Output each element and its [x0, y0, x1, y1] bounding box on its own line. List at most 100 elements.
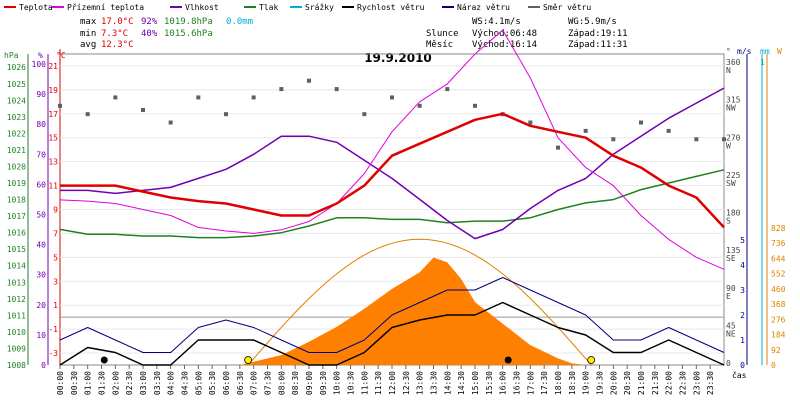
- hpa-tick-label: 1024: [7, 96, 26, 105]
- wind-dir-point: [417, 103, 422, 108]
- x-tick-label: 15:30: [485, 371, 494, 395]
- x-tick-label: 21:30: [651, 371, 660, 395]
- dir-tick-name: E: [726, 292, 731, 301]
- dir-tick-label: 45: [726, 321, 736, 330]
- x-tick-label: 04:30: [181, 371, 190, 395]
- hpa-tick-label: 1017: [7, 212, 26, 221]
- x-tick-label: 00:00: [56, 371, 65, 395]
- x-tick-label: 22:30: [679, 371, 688, 395]
- dir-tick-label: 180: [726, 209, 741, 218]
- temp-unit: °C: [56, 51, 66, 60]
- x-tick-label: 16:30: [513, 371, 522, 395]
- ms-tick-label: 5: [740, 236, 745, 245]
- x-tick-label: 09:00: [305, 371, 314, 395]
- hpa-tick-label: 1016: [7, 229, 26, 238]
- hum-tick-label: 30: [36, 271, 46, 280]
- wind-dir-point: [58, 103, 62, 108]
- w-tick-label: 552: [771, 270, 786, 279]
- x-tick-label: 08:30: [291, 371, 300, 395]
- wind-dir-point: [196, 95, 201, 100]
- x-tick-label: 02:30: [125, 371, 134, 395]
- stats-max-label: max: [80, 17, 97, 27]
- legend-label: Tlak: [259, 3, 278, 12]
- temp-tick-label: 3: [53, 277, 58, 286]
- hum-tick-label: 70: [36, 150, 46, 159]
- hum-tick-label: 90: [36, 90, 46, 99]
- hpa-tick-label: 1023: [7, 113, 26, 122]
- x-tick-label: 16:00: [499, 371, 508, 395]
- info-wg: WG:5.9m/s: [568, 17, 617, 27]
- dir-tick-label: 270: [726, 133, 741, 142]
- ms-tick-label: 4: [740, 261, 745, 270]
- wind-dir-point: [583, 128, 588, 133]
- series-pressure: [59, 169, 725, 239]
- x-tick-label: 13:00: [416, 371, 425, 395]
- x-tick-label: 14:30: [457, 371, 466, 395]
- x-tick-label: 12:00: [388, 371, 397, 395]
- w-tick-label: 92: [771, 346, 781, 355]
- legend-label: Náraz větru: [457, 3, 510, 12]
- x-tick-label: 23:00: [692, 371, 701, 395]
- wind-dir-point: [224, 112, 228, 117]
- x-tick-label: 08:00: [277, 371, 286, 395]
- sunset-marker: [587, 356, 596, 364]
- hpa-unit: hPa: [4, 51, 19, 60]
- hpa-tick-label: 1026: [7, 63, 26, 72]
- wind-dir-point: [251, 95, 256, 100]
- hum-tick-label: 60: [36, 180, 46, 189]
- w-tick-label: 184: [771, 331, 786, 340]
- hum-tick-label: 0: [41, 361, 46, 370]
- legend-label: Přízemní teplota: [67, 3, 144, 12]
- dir-tick-name: NW: [726, 104, 736, 113]
- legend-label: Teplota: [19, 3, 53, 12]
- wind-dir-point: [141, 107, 145, 112]
- hpa-tick-label: 1010: [7, 328, 26, 337]
- dir-tick-label: 0: [726, 359, 731, 368]
- info-moon-set: Západ:11:31: [568, 40, 628, 50]
- info-sun: Slunce: [426, 29, 459, 39]
- x-tick-label: 13:30: [430, 371, 439, 395]
- series-ground-temp: [59, 29, 725, 270]
- hum-tick-label: 10: [36, 331, 46, 340]
- temp-tick-label: 15: [48, 134, 58, 143]
- x-tick-label: 20:00: [609, 371, 618, 395]
- x-tick-label: 19:00: [582, 371, 591, 395]
- hum-tick-label: 100: [32, 60, 47, 69]
- x-tick-label: 12:30: [402, 371, 411, 395]
- x-tick-label: 04:00: [167, 371, 176, 395]
- ms-tick-label: 2: [740, 311, 745, 320]
- w-tick-label: 0: [771, 361, 776, 370]
- dir-tick-label: 90: [726, 284, 736, 293]
- x-tick-label: 23:30: [706, 371, 715, 395]
- legend: Teplota Přízemní teplota Vlhkost Tlak Srážky…: [4, 3, 591, 12]
- x-tick-label: 05:00: [194, 371, 203, 395]
- wind-dir-point: [639, 120, 643, 125]
- x-tick-label: 02:00: [111, 371, 120, 395]
- stats-avg-label: avg: [80, 40, 96, 50]
- dir-tick-label: 135: [726, 246, 741, 255]
- info-ws: WS:4.1m/s: [472, 17, 521, 27]
- dir-tick-label: 360: [726, 58, 741, 67]
- series-humidity: [60, 87, 725, 240]
- wind-dir-point: [168, 120, 173, 125]
- x-tick-label: 10:00: [333, 371, 342, 395]
- w-unit: W: [777, 47, 782, 56]
- stats-min-label: min: [80, 29, 96, 39]
- hpa-tick-label: 1008: [7, 361, 26, 370]
- temp-tick-label: 13: [48, 158, 58, 167]
- ms-tick-label: 0: [740, 361, 745, 370]
- wind-dir-point: [390, 95, 394, 100]
- w-tick-label: 460: [771, 285, 786, 294]
- legend-label: Srážky: [305, 3, 334, 12]
- wind-dir-point: [473, 103, 477, 108]
- stats-max-temp: 17.0°C: [101, 17, 134, 27]
- x-tick-label: 09:30: [319, 371, 328, 395]
- hum-tick-label: 80: [36, 120, 46, 129]
- legend-label: Směr větru: [543, 3, 591, 12]
- stats-max-press: 1019.8hPa: [164, 17, 213, 27]
- series-temp: [60, 112, 725, 229]
- wind-dir-point: [611, 137, 616, 142]
- info-sun-set: Západ:19:11: [568, 29, 628, 39]
- plot-area: hPa% °C1026102510241023102210211020101910…: [4, 29, 786, 395]
- stats-avg-temp: 12.3°C: [101, 40, 134, 50]
